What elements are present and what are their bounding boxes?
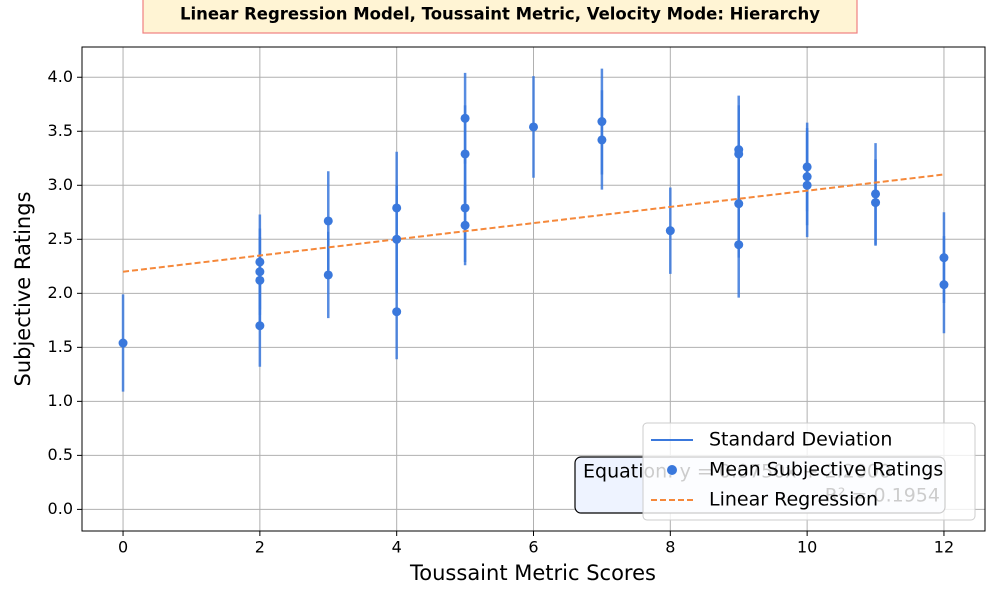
data-point [939,253,949,263]
x-tick-label: 2 [255,538,265,557]
y-tick-label: 1.5 [48,337,73,356]
data-point [392,307,402,317]
legend-box [642,422,976,521]
data-point [802,172,812,182]
data-point [460,220,470,230]
x-tick-label: 10 [797,538,817,557]
x-tick-label: 0 [118,538,128,557]
legend-label: Standard Deviation [709,429,892,451]
y-tick-label: 0.5 [48,445,73,464]
data-point [460,149,470,159]
data-point [871,189,881,199]
y-tick-label: 2.0 [48,283,73,302]
legend-label: Linear Regression [709,489,878,511]
data-point [323,270,333,280]
title-box [142,0,858,34]
legend-swatch [667,465,677,475]
y-tick-label: 3.5 [48,121,73,140]
y-tick-label: 2.5 [48,229,73,248]
y-tick-label: 0.0 [48,499,73,518]
data-point [255,275,265,285]
data-point [118,338,128,348]
data-point [255,321,265,331]
x-tick-label: 4 [392,538,402,557]
data-point [871,198,881,208]
data-point [255,267,265,277]
y-tick-label: 4.0 [48,67,73,86]
x-tick-label: 8 [665,538,675,557]
data-point [460,203,470,213]
regression-line [122,173,945,273]
plot-frame [81,46,986,532]
data-point [392,203,402,213]
data-point [392,234,402,244]
x-tick-label: 12 [934,538,954,557]
data-point [802,162,812,172]
data-point [802,180,812,190]
x-axis-label: Toussaint Metric Scores [409,561,656,585]
legend-label: Mean Subjective Ratings [709,459,943,481]
data-point [597,117,607,127]
data-point [734,240,744,250]
data-point [460,113,470,123]
data-point [734,149,744,159]
y-tick-label: 3.0 [48,175,73,194]
data-point [255,257,265,267]
data-point [939,280,949,290]
data-point [734,199,744,209]
x-tick-label: 6 [528,538,538,557]
data-point [665,226,675,236]
y-tick-label: 1.0 [48,391,73,410]
y-axis-label: Subjective Ratings [11,191,35,386]
data-point [597,135,607,145]
chart-title: Linear Regression Model, Toussaint Metri… [180,5,820,24]
data-point [529,122,538,132]
data-point [323,216,333,226]
